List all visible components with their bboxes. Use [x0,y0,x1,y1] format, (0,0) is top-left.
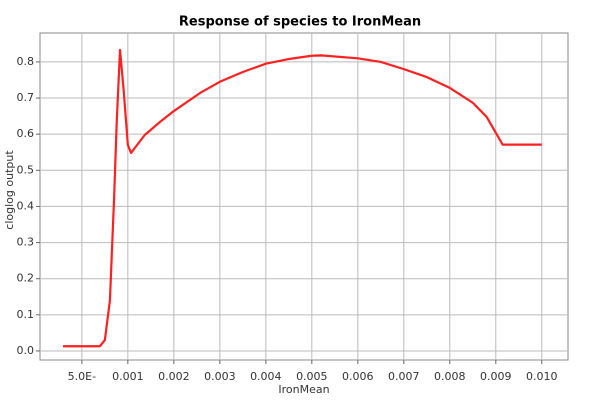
x-tick-label: 0.008 [434,370,466,383]
x-tick-label: 0.009 [480,370,512,383]
y-tick-label: 0.6 [17,127,35,140]
x-tick-label: 0.006 [342,370,374,383]
x-tick-label: 0.003 [204,370,236,383]
x-tick-label: 0.002 [158,370,190,383]
y-tick-label: 0.4 [17,199,35,212]
x-axis-label: IronMean [278,383,329,396]
y-tick-label: 0.0 [17,344,35,357]
x-tick-label: 0.010 [526,370,558,383]
response-line [63,48,542,348]
y-tick-label: 0.7 [17,91,35,104]
y-tick-label: 0.3 [17,236,35,249]
y-tick-label: 0.2 [17,272,35,285]
chart-title: Response of species to IronMean [179,15,421,30]
x-tick-label: 0.005 [296,370,328,383]
x-tick-label: 0.004 [250,370,282,383]
x-tick-label: 5.0E- [68,370,96,383]
y-axis-label: cloglog output [3,150,16,230]
y-tick-label: 0.1 [17,308,35,321]
y-tick-label: 0.5 [17,163,35,176]
x-tick-label: 0.007 [388,370,420,383]
x-tick-label: 0.001 [112,370,144,383]
y-tick-label: 0.8 [17,55,35,68]
